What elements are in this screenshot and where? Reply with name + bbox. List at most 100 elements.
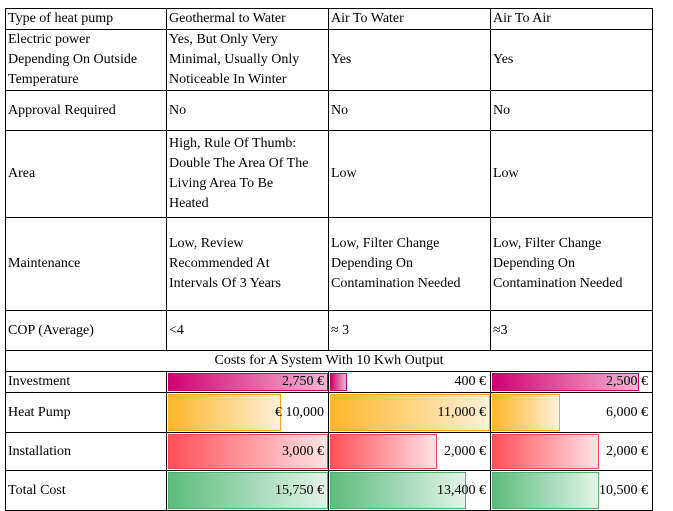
row-label: Electric power Depending On Outside Temper…: [5, 29, 167, 91]
cell-air-to-air: Low, Filter Change Depending On Contaminat…: [490, 217, 653, 311]
text-line: High, Rule Of Thumb:: [169, 136, 297, 151]
text-line: Yes: [331, 52, 352, 67]
cost-value: 6,000 €: [606, 404, 648, 420]
text-line: ≈3: [493, 322, 508, 338]
total-cost-row: Total Cost 15,750 € 13,400 € 10,500 €: [5, 470, 653, 511]
header-label: Type of heat pump: [5, 8, 167, 30]
data-bar: [168, 394, 282, 431]
text-line: Recommended At: [169, 256, 270, 271]
cost-cell-air-to-air: 6,000 €: [490, 392, 653, 433]
text-line: Depending On: [493, 256, 576, 271]
row-label: Area: [5, 130, 167, 218]
costs-section-row: Costs for A System With 10 Kwh Output: [5, 350, 653, 372]
text-line: Depending On: [331, 256, 414, 271]
text-line: Contamination Needed: [331, 276, 461, 291]
header-air-to-air: Air To Air: [490, 8, 653, 30]
heat-pump-row: Heat Pump € 10,000 11,000 € 6,000 €: [5, 392, 653, 433]
cost-cell-air-to-water: 11,000 €: [328, 392, 491, 433]
data-bar: [168, 434, 328, 469]
cell-air-to-water: Yes: [328, 29, 491, 91]
text-line: Low, Filter Change: [331, 236, 440, 251]
text-line: No: [493, 102, 511, 118]
text-line: Depending On Outside: [8, 52, 138, 67]
cell-air-to-water: Low, Filter Change Depending On Contaminat…: [328, 217, 491, 311]
text-line: Low: [331, 166, 357, 181]
cell-air-to-air: No: [490, 90, 653, 131]
text-line: Double The Area Of The: [169, 156, 309, 171]
text-line: Low, Review: [169, 236, 244, 251]
cost-cell-air-to-water: 2,000 €: [328, 432, 491, 471]
maintenance-row: Maintenance Low, Review Recommended At Inte…: [5, 217, 653, 311]
row-label: COP (Average): [5, 310, 167, 351]
text-line: Living Area To Be: [169, 176, 274, 191]
cost-cell-air-to-air: 2,500 €: [490, 371, 653, 393]
cell-geothermal-to-water: Yes, But Only Very Minimal, Usually Only N…: [166, 29, 329, 91]
cost-value: € 10,000: [275, 404, 324, 420]
row-label: Investment: [5, 371, 167, 393]
cost-cell-air-to-air: 2,000 €: [490, 432, 653, 471]
cost-cell-air-to-water: 13,400 €: [328, 470, 491, 511]
row-label: Heat Pump: [5, 392, 167, 433]
text-line: Temperature: [8, 72, 79, 87]
cell-air-to-air: Low: [490, 130, 653, 218]
cost-value: 400 €: [454, 374, 487, 389]
cost-cell-geothermal-to-water: 3,000 €: [166, 432, 329, 471]
cell-air-to-air: ≈3: [490, 310, 653, 351]
cell-air-to-air: Yes: [490, 29, 653, 91]
row-label: Approval Required: [5, 90, 167, 131]
row-label: Total Cost: [5, 470, 167, 511]
cost-cell-geothermal-to-water: 15,750 €: [166, 470, 329, 511]
cell-geothermal-to-water: <4: [166, 310, 329, 351]
data-bar: [492, 434, 599, 469]
cost-cell-air-to-water: 400 €: [328, 371, 491, 393]
text-line: Area: [8, 166, 36, 181]
cost-cell-air-to-air: 10,500 €: [490, 470, 653, 511]
data-bar: [168, 472, 328, 509]
text-line: Low: [493, 166, 519, 181]
cell-geothermal-to-water: High, Rule Of Thumb: Double The Area Of T…: [166, 130, 329, 218]
cost-value: 13,400 €: [437, 482, 486, 498]
text-line: ≈ 3: [331, 322, 350, 338]
text-line: <4: [169, 322, 184, 338]
cost-value: 2,750 €: [282, 374, 324, 389]
data-bar: [492, 373, 640, 391]
cost-value: 10,500 €: [599, 482, 648, 498]
investment-row: Investment 2,750 € 400 € 2,500 €: [5, 371, 653, 393]
cost-cell-geothermal-to-water: € 10,000: [166, 392, 329, 433]
cost-cell-geothermal-to-water: 2,750 €: [166, 371, 329, 393]
data-bar: [330, 373, 347, 391]
costs-section-title: Costs for A System With 10 Kwh Output: [5, 350, 653, 372]
cost-value: 11,000 €: [437, 404, 486, 420]
cell-geothermal-to-water: Low, Review Recommended At Intervals Of 3 …: [166, 217, 329, 311]
text-line: COP (Average): [8, 322, 94, 338]
installation-row: Installation 3,000 € 2,000 € 2,000 €: [5, 432, 653, 471]
cost-value: 2,000 €: [444, 443, 486, 459]
row-label: Maintenance: [5, 217, 167, 311]
text-line: Minimal, Usually Only: [169, 52, 300, 67]
text-line: Approval Required: [8, 102, 116, 118]
header-air-to-water: Air To Water: [328, 8, 491, 30]
text-line: Electric power: [8, 32, 91, 47]
data-bar: [492, 394, 561, 431]
text-line: Low, Filter Change: [493, 236, 602, 251]
header-row: Type of heat pump Geothermal to Water Ai…: [5, 8, 653, 30]
cost-value: 3,000 €: [282, 443, 324, 459]
electric-power-row: Electric power Depending On Outside Temper…: [5, 29, 653, 91]
approval-required-row: Approval Required No No No: [5, 90, 653, 131]
text-line: Noticeable In Winter: [169, 72, 287, 87]
cost-value: 15,750 €: [275, 482, 324, 498]
text-line: Yes, But Only Very: [169, 32, 278, 47]
header-geothermal-to-water: Geothermal to Water: [166, 8, 329, 30]
cell-geothermal-to-water: No: [166, 90, 329, 131]
text-line: No: [331, 102, 349, 118]
text-line: Intervals Of 3 Years: [169, 276, 281, 291]
cost-value: 2,500 €: [606, 374, 648, 389]
heat-pump-comparison-table: Type of heat pump Geothermal to Water Ai…: [5, 8, 653, 511]
text-line: No: [169, 102, 187, 118]
data-bar: [168, 373, 328, 391]
cell-air-to-water: No: [328, 90, 491, 131]
data-bar: [492, 472, 599, 509]
cell-air-to-water: ≈ 3: [328, 310, 491, 351]
data-bar: [330, 394, 490, 431]
cell-air-to-water: Low: [328, 130, 491, 218]
